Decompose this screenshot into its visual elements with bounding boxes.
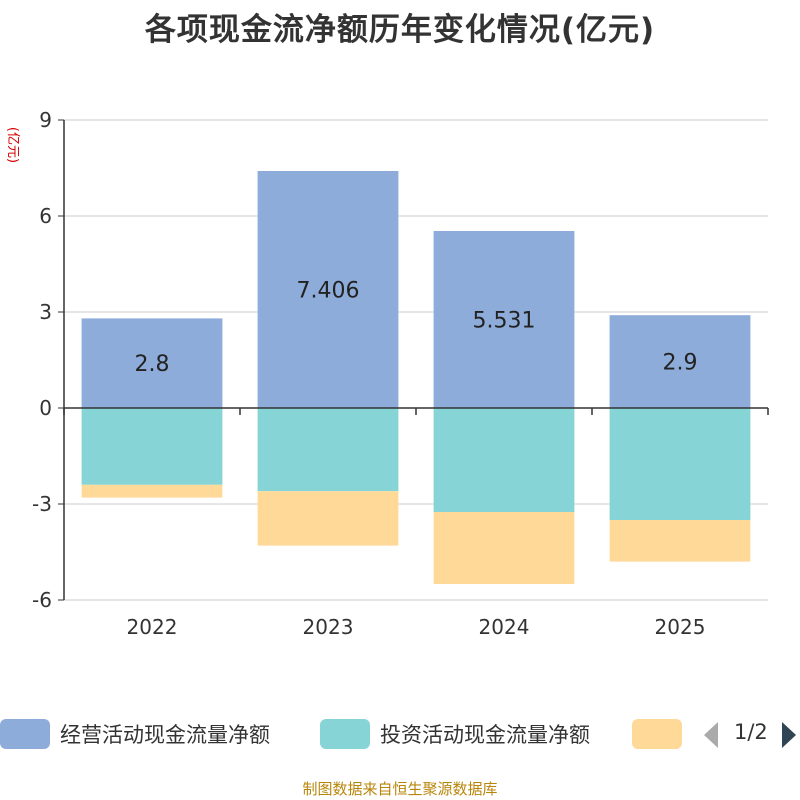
- y-tick-label: 3: [39, 300, 52, 324]
- bars: [81, 171, 751, 584]
- data-label: 2.8: [135, 352, 170, 377]
- bar-s1-2022: [81, 408, 223, 485]
- x-tick-label: 2024: [479, 615, 530, 639]
- y-tick-label: 0: [39, 396, 52, 420]
- y-axis-label: (亿元): [5, 127, 20, 163]
- bar-s2-2022: [81, 484, 223, 498]
- grid-lines: [64, 119, 768, 601]
- bar-s2-2025: [609, 520, 751, 562]
- bar-s1-2023: [257, 408, 399, 492]
- data-label: 5.531: [473, 309, 536, 334]
- legend-label-investing: 投资活动现金流量净额: [380, 723, 590, 747]
- footer-source: 制图数据来自恒生聚源数据库: [302, 780, 498, 798]
- y-tick-label: -3: [32, 492, 52, 516]
- bar-s2-2024: [433, 512, 575, 584]
- legend-swatch-operating: [0, 719, 50, 749]
- legend-page-indicator: 1/2: [734, 720, 768, 744]
- legend-item-operating[interactable]: 经营活动现金流量净额: [0, 717, 270, 751]
- bar-s0-2023: [257, 171, 399, 408]
- bar-s2-2023: [257, 491, 399, 546]
- legend-next-icon[interactable]: [778, 720, 800, 750]
- bar-s1-2025: [609, 408, 751, 520]
- legend-swatch-investing: [320, 719, 370, 749]
- bar-s0-2022: [81, 318, 223, 408]
- data-label: 7.406: [297, 279, 360, 304]
- y-tick-label: 9: [39, 108, 52, 132]
- y-tick-label: -6: [32, 588, 52, 612]
- data-label: 2.9: [663, 351, 698, 376]
- legend-label-operating: 经营活动现金流量净额: [60, 723, 270, 747]
- y-tick-label: 6: [39, 204, 52, 228]
- axes: 9 6 3 0 -3 -6 2022 2023 2024 2025: [32, 108, 769, 639]
- x-tick-label: 2025: [655, 615, 706, 639]
- bar-s1-2024: [433, 408, 575, 512]
- legend-item-investing[interactable]: 投资活动现金流量净额: [320, 717, 590, 751]
- chart-title: 各项现金流净额历年变化情况(亿元): [144, 12, 656, 48]
- data-labels: 2.8 7.406 5.531 2.9: [135, 279, 698, 378]
- legend-prev-icon[interactable]: [700, 720, 724, 750]
- legend-item-financing[interactable]: [632, 717, 682, 751]
- x-tick-label: 2022: [127, 615, 178, 639]
- bar-s0-2025: [609, 315, 751, 408]
- legend-swatch-financing: [632, 719, 682, 749]
- bar-s0-2024: [433, 231, 575, 408]
- x-tick-label: 2023: [303, 615, 354, 639]
